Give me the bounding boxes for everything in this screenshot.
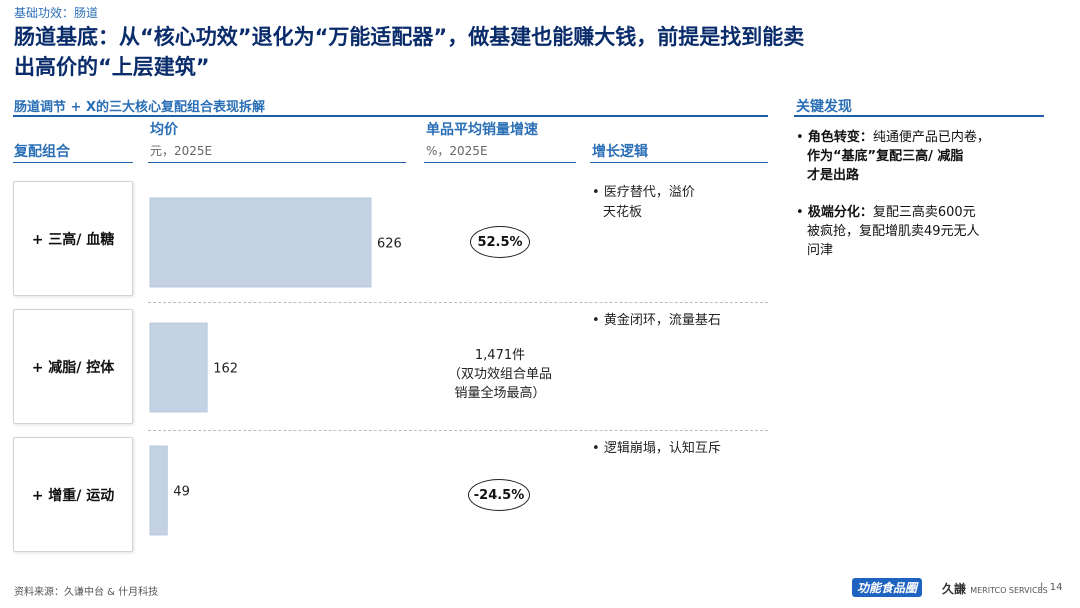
logic-text-1a: 医疗替代，溢价 bbox=[603, 185, 695, 200]
section-tag: 基础功效：肠道 bbox=[14, 6, 99, 20]
finding-1-emph-b: 才是出路 bbox=[807, 168, 860, 183]
page-number: | 14 bbox=[1040, 582, 1062, 593]
growth-oval-3: -24.5% bbox=[468, 479, 530, 511]
finding-1-emph-a: 作为“基底”复配三高/ 减脂 bbox=[807, 149, 964, 164]
col-price-header: 均价 bbox=[150, 122, 178, 138]
brand-logo-right: 久謙 MERITCO SERVICES bbox=[942, 580, 1048, 597]
source-note: 资料来源：久谦中台 & 什月科技 bbox=[14, 587, 159, 598]
row-separator-1 bbox=[148, 302, 768, 303]
row-separator-2 bbox=[148, 430, 768, 431]
col-logic-header: 增长逻辑 bbox=[592, 144, 648, 160]
growth-note-2b: 销量全场最高） bbox=[454, 386, 546, 401]
logic-row-3: • 逻辑崩塌，认知互斥 bbox=[592, 441, 721, 456]
brand-logo-right-cn: 久謙 bbox=[942, 582, 967, 596]
left-panel-rule bbox=[13, 115, 768, 117]
finding-1-label: 角色转变： bbox=[807, 130, 873, 145]
col-growth-header: 单品平均销量增速 bbox=[426, 122, 538, 138]
col-logic-rule bbox=[590, 162, 768, 163]
finding-1: • 角色转变：纯通便产品已内卷， 作为“基底”复配三高/ 减脂 才是出路 bbox=[796, 130, 990, 183]
page-title-line1: 肠道基底：从“核心功效”退化为“万能适配器”，做基建也能赚大钱，前提是找到能卖 bbox=[14, 25, 805, 49]
finding-2-text-c: 问津 bbox=[807, 243, 834, 258]
logic-row-1: • 医疗替代，溢价 天花板 bbox=[592, 183, 695, 223]
growth-value-1: 52.5% bbox=[477, 234, 523, 250]
left-panel-title: 肠道调节 + X的三大核心复配组合表现拆解 bbox=[14, 100, 265, 115]
price-bar-label-2: 162 bbox=[213, 362, 238, 377]
combo-row-2: + 减脂/ 控体 bbox=[13, 309, 133, 424]
col-growth-unit: %，2025E bbox=[426, 144, 488, 158]
growth-value-3: -24.5% bbox=[473, 487, 525, 503]
col-combo-header: 复配组合 bbox=[14, 144, 70, 160]
right-panel-title: 关键发现 bbox=[796, 99, 852, 115]
logic-text-2: 黄金闭环，流量基石 bbox=[603, 313, 721, 328]
col-combo-rule bbox=[13, 162, 133, 163]
page-title-line2: 出高价的“上层建筑” bbox=[14, 55, 210, 79]
growth-value-2: 1,471件 bbox=[474, 348, 526, 363]
col-price-unit: 元，2025E bbox=[150, 144, 213, 158]
growth-text-2: 1,471件 （双功效组合单品 销量全场最高） bbox=[424, 346, 576, 403]
page-title: 肠道基底：从“核心功效”退化为“万能适配器”，做基建也能赚大钱，前提是找到能卖 … bbox=[14, 22, 974, 82]
combo-label-3: + 增重/ 运动 bbox=[31, 487, 115, 504]
right-panel-rule bbox=[794, 115, 1044, 117]
brand-logo-right-en: MERITCO SERVICES bbox=[970, 586, 1048, 595]
finding-2-label: 极端分化： bbox=[807, 205, 873, 220]
brand-logo-left: 功能食品圈 bbox=[852, 578, 923, 597]
price-bar-3 bbox=[149, 445, 168, 536]
combo-row-1: + 三高/ 血糖 bbox=[13, 181, 133, 296]
combo-label-2: + 减脂/ 控体 bbox=[31, 359, 115, 376]
page-separator: | bbox=[1040, 582, 1044, 593]
growth-note-2a: （双功效组合单品 bbox=[447, 367, 552, 382]
page-number-value: 14 bbox=[1049, 582, 1063, 593]
finding-2: • 极端分化：复配三高卖600元 被疯抢，复配增肌卖49元无人 问津 bbox=[796, 203, 1046, 260]
logic-text-1b: 天花板 bbox=[603, 205, 643, 220]
price-bar-1 bbox=[149, 197, 372, 288]
finding-2-text-a: 复配三高卖600元 bbox=[872, 205, 976, 220]
price-bar-label-1: 626 bbox=[377, 237, 402, 252]
col-growth-rule bbox=[424, 162, 576, 163]
logic-text-3: 逻辑崩塌，认知互斥 bbox=[603, 441, 721, 456]
growth-oval-1: 52.5% bbox=[470, 226, 530, 258]
logic-row-2: • 黄金闭环，流量基石 bbox=[592, 313, 721, 328]
col-price-rule bbox=[148, 162, 406, 163]
price-bar-2 bbox=[149, 322, 208, 413]
finding-1-text: 纯通便产品已内卷， bbox=[872, 130, 990, 145]
finding-2-text-b: 被疯抢，复配增肌卖49元无人 bbox=[807, 224, 980, 239]
price-bar-label-3: 49 bbox=[173, 485, 190, 500]
combo-row-3: + 增重/ 运动 bbox=[13, 437, 133, 552]
combo-label-1: + 三高/ 血糖 bbox=[31, 231, 115, 248]
